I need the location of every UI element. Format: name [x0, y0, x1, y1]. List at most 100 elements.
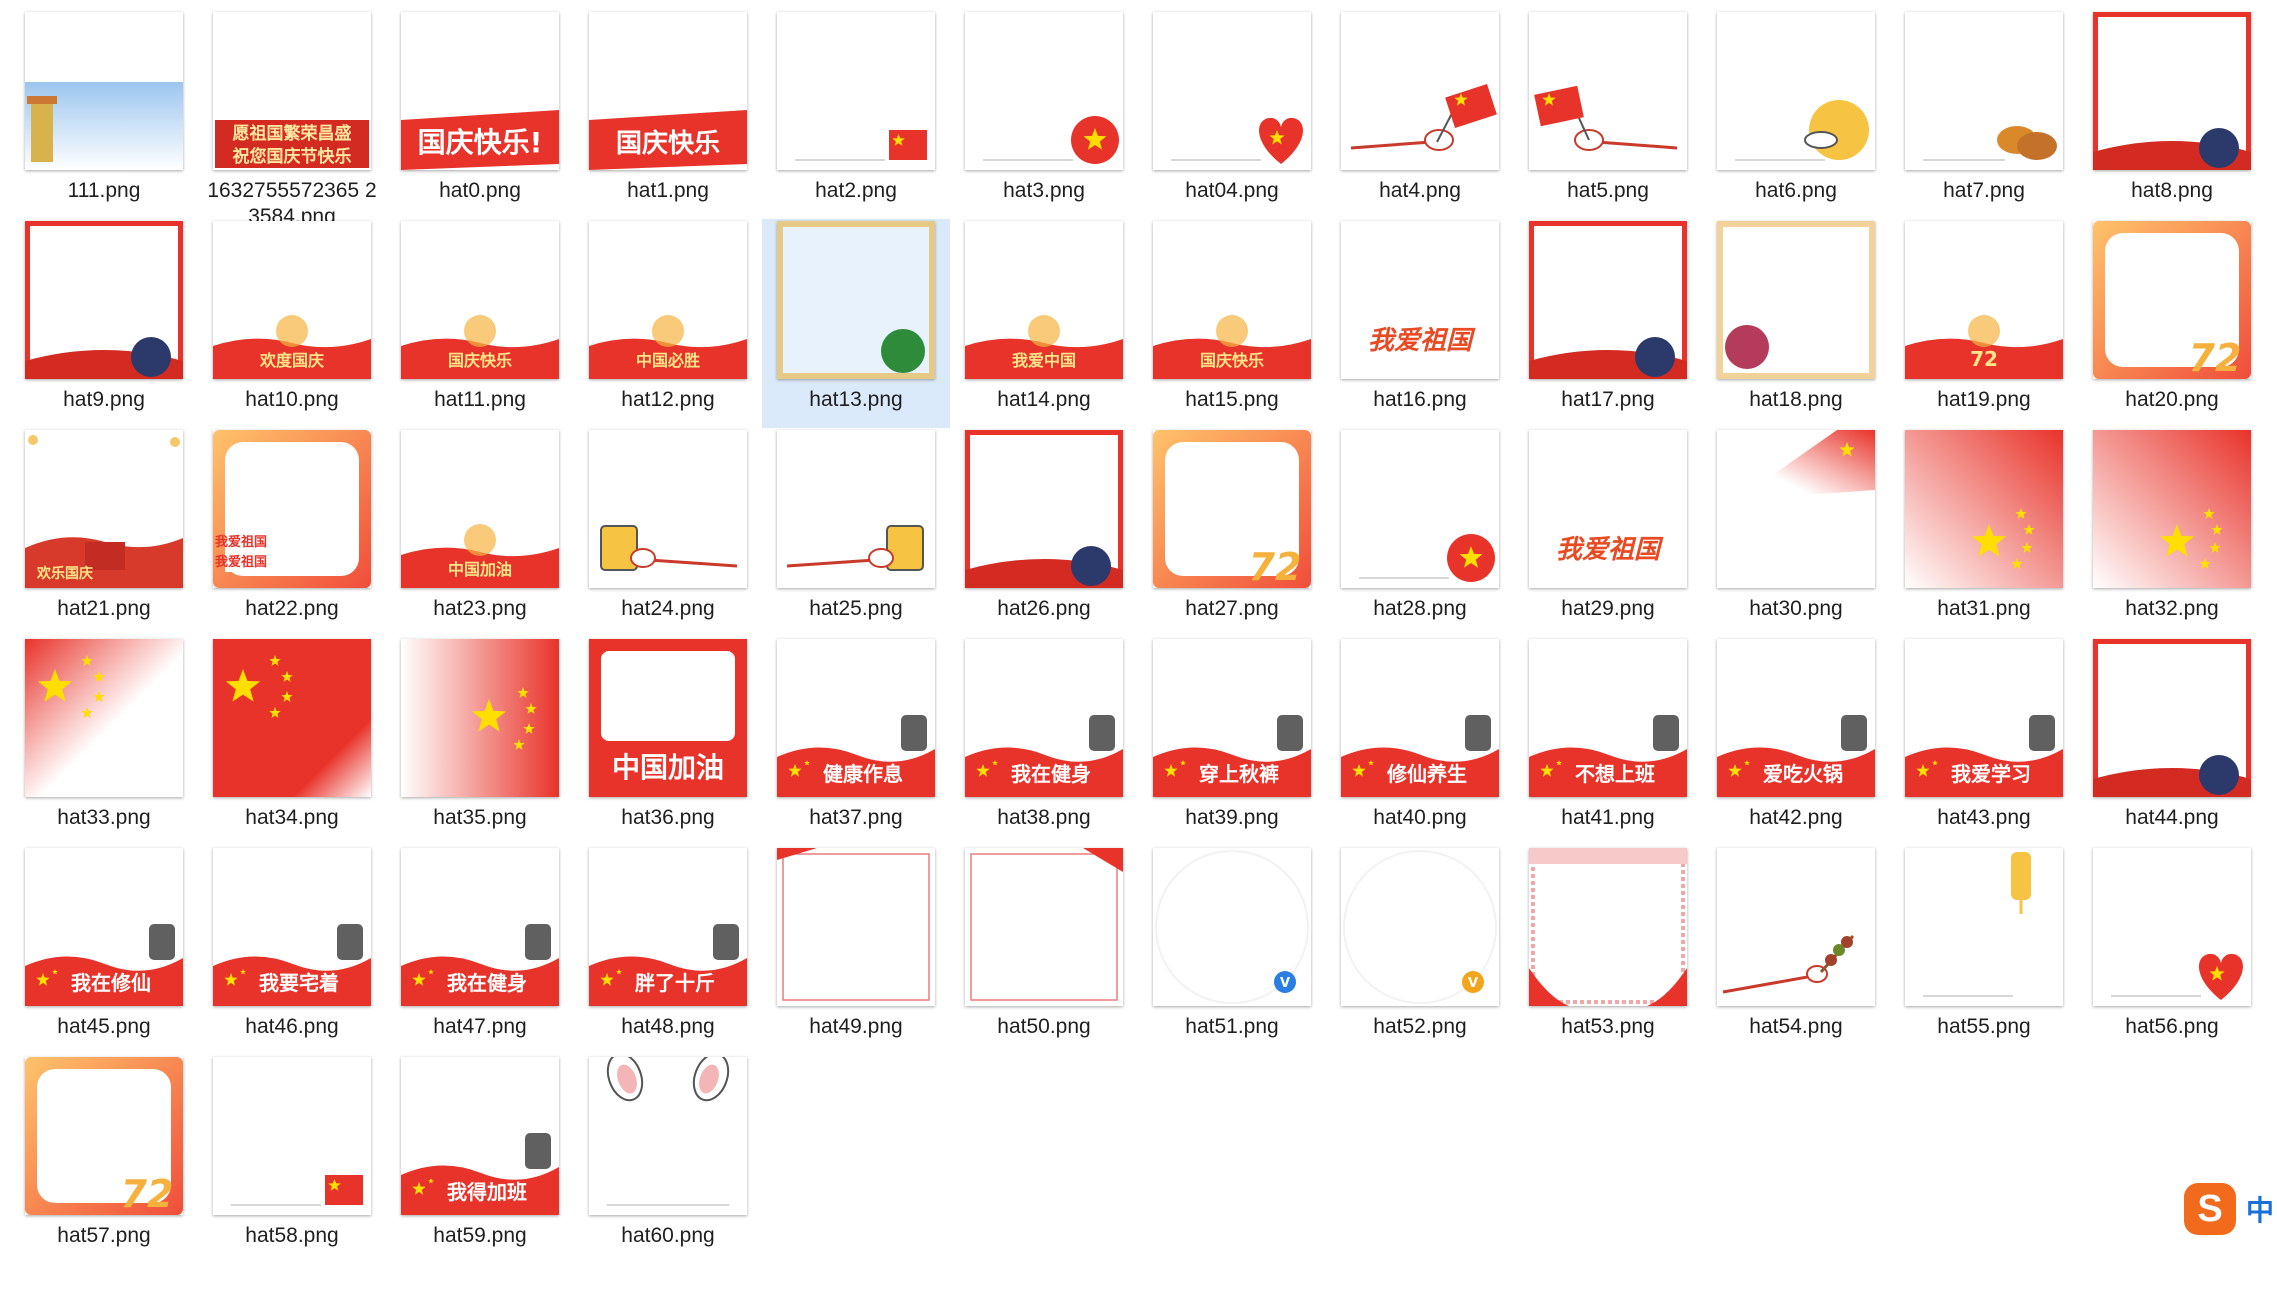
file-item[interactable]: hat50.png	[950, 846, 1138, 1055]
file-thumbnail[interactable]	[25, 221, 183, 379]
file-thumbnail[interactable]	[1529, 221, 1687, 379]
file-thumbnail[interactable]	[1717, 848, 1875, 1006]
file-item[interactable]: hat6.png	[1702, 10, 1890, 219]
file-name[interactable]: hat52.png	[1373, 1015, 1467, 1038]
file-name[interactable]: hat43.png	[1937, 806, 2031, 829]
file-name[interactable]: hat04.png	[1185, 179, 1279, 202]
file-item[interactable]: 中国加油 hat23.png	[386, 428, 574, 637]
file-name[interactable]: hat48.png	[621, 1015, 715, 1038]
file-thumbnail[interactable]: 72	[25, 1057, 183, 1215]
file-item[interactable]: 国庆快乐 hat11.png	[386, 219, 574, 428]
file-name[interactable]: hat42.png	[1749, 806, 1843, 829]
file-item[interactable]: 中国加油 hat36.png	[574, 637, 762, 846]
file-name[interactable]: hat47.png	[433, 1015, 527, 1038]
file-name[interactable]: hat22.png	[245, 597, 339, 620]
file-item[interactable]: hat2.png	[762, 10, 950, 219]
file-thumbnail[interactable]: 我要宅着	[213, 848, 371, 1006]
file-item[interactable]: 国庆快乐 hat15.png	[1138, 219, 1326, 428]
ime-indicator[interactable]: S 中	[2184, 1183, 2274, 1235]
file-thumbnail[interactable]: 国庆快乐	[589, 12, 747, 170]
file-item[interactable]: 胖了十斤 hat48.png	[574, 846, 762, 1055]
file-item[interactable]: hat7.png	[1890, 10, 2078, 219]
file-thumbnail[interactable]: 我爱学习	[1905, 639, 2063, 797]
file-name[interactable]: hat56.png	[2125, 1015, 2219, 1038]
file-name[interactable]: hat36.png	[621, 806, 715, 829]
file-thumbnail[interactable]: 穿上秋裤	[1153, 639, 1311, 797]
file-thumbnail[interactable]	[777, 12, 935, 170]
file-name[interactable]: hat41.png	[1561, 806, 1655, 829]
file-thumbnail[interactable]: 我爱祖国	[1341, 221, 1499, 379]
file-item[interactable]: 72 hat57.png	[10, 1055, 198, 1264]
file-thumbnail[interactable]	[213, 1057, 371, 1215]
ime-language-indicator[interactable]: 中	[2245, 1194, 2274, 1227]
file-name[interactable]: hat3.png	[1003, 179, 1085, 202]
file-item[interactable]: hat31.png	[1890, 428, 2078, 637]
file-item[interactable]: 爱吃火锅 hat42.png	[1702, 637, 1890, 846]
file-thumbnail[interactable]: 健康作息	[777, 639, 935, 797]
file-thumbnail[interactable]	[2093, 12, 2251, 170]
file-item[interactable]: hat53.png	[1514, 846, 1702, 1055]
file-name[interactable]: hat28.png	[1373, 597, 1467, 620]
file-thumbnail[interactable]	[1529, 12, 1687, 170]
file-thumbnail[interactable]: 我在健身	[401, 848, 559, 1006]
file-item[interactable]: hat55.png	[1890, 846, 2078, 1055]
file-name[interactable]: hat13.png	[809, 388, 903, 411]
file-thumbnail[interactable]: 我在健身	[965, 639, 1123, 797]
file-thumbnail[interactable]	[25, 639, 183, 797]
file-item[interactable]: 我爱中国 hat14.png	[950, 219, 1138, 428]
file-name[interactable]: hat21.png	[57, 597, 151, 620]
file-thumbnail[interactable]: 愿祖国繁荣昌盛 祝您国庆节快乐	[213, 12, 371, 170]
file-name[interactable]: hat53.png	[1561, 1015, 1655, 1038]
file-name[interactable]: hat44.png	[2125, 806, 2219, 829]
file-name[interactable]: hat55.png	[1937, 1015, 2031, 1038]
file-name[interactable]: hat2.png	[815, 179, 897, 202]
file-thumbnail[interactable]	[1153, 12, 1311, 170]
file-thumbnail[interactable]: 72	[1905, 221, 2063, 379]
file-thumbnail[interactable]	[1717, 430, 1875, 588]
file-name[interactable]: hat57.png	[57, 1224, 151, 1247]
file-item[interactable]: 我在健身 hat47.png	[386, 846, 574, 1055]
file-item[interactable]: 愿祖国繁荣昌盛 祝您国庆节快乐 1632755572365 23584.png	[198, 10, 386, 228]
file-thumbnail[interactable]: 72	[2093, 221, 2251, 379]
file-item[interactable]: 健康作息 hat37.png	[762, 637, 950, 846]
file-name[interactable]: hat20.png	[2125, 388, 2219, 411]
file-item[interactable]: hat5.png	[1514, 10, 1702, 219]
file-name[interactable]: hat58.png	[245, 1224, 339, 1247]
file-item[interactable]: 穿上秋裤 hat39.png	[1138, 637, 1326, 846]
file-thumbnail[interactable]	[1717, 221, 1875, 379]
file-thumbnail[interactable]: 中国必胜	[589, 221, 747, 379]
file-thumbnail[interactable]: 中国加油	[589, 639, 747, 797]
file-item[interactable]: hat3.png	[950, 10, 1138, 219]
file-name[interactable]: hat6.png	[1755, 179, 1837, 202]
file-thumbnail[interactable]	[1905, 430, 2063, 588]
file-thumbnail[interactable]	[1341, 12, 1499, 170]
file-thumbnail[interactable]: 72	[1153, 430, 1311, 588]
file-name[interactable]: hat45.png	[57, 1015, 151, 1038]
file-thumbnail[interactable]: V	[1153, 848, 1311, 1006]
file-name[interactable]: hat23.png	[433, 597, 527, 620]
file-item[interactable]: hat17.png	[1514, 219, 1702, 428]
file-name[interactable]: hat30.png	[1749, 597, 1843, 620]
file-name[interactable]: hat7.png	[1943, 179, 2025, 202]
file-item[interactable]: hat25.png	[762, 428, 950, 637]
file-item[interactable]: hat30.png	[1702, 428, 1890, 637]
file-thumbnail[interactable]: 国庆快乐!	[401, 12, 559, 170]
file-thumbnail[interactable]: 我爱祖国 我爱祖国	[213, 430, 371, 588]
file-name[interactable]: hat0.png	[439, 179, 521, 202]
file-item[interactable]: 我爱祖国 我爱祖国 hat22.png	[198, 428, 386, 637]
file-name[interactable]: hat35.png	[433, 806, 527, 829]
file-name[interactable]: hat34.png	[245, 806, 339, 829]
file-item[interactable]: 中国必胜 hat12.png	[574, 219, 762, 428]
file-name[interactable]: hat18.png	[1749, 388, 1843, 411]
file-thumbnail[interactable]: 欢乐国庆	[25, 430, 183, 588]
file-item[interactable]: 修仙养生 hat40.png	[1326, 637, 1514, 846]
file-item[interactable]: hat28.png	[1326, 428, 1514, 637]
file-item[interactable]: hat9.png	[10, 219, 198, 428]
file-item[interactable]: 我爱祖国 hat29.png	[1514, 428, 1702, 637]
file-item[interactable]: 72 hat19.png	[1890, 219, 2078, 428]
file-thumbnail[interactable]: 我爱祖国	[1529, 430, 1687, 588]
sogou-ime-icon[interactable]: S	[2184, 1183, 2236, 1235]
file-name[interactable]: hat17.png	[1561, 388, 1655, 411]
file-item[interactable]: hat18.png	[1702, 219, 1890, 428]
file-item[interactable]: hat49.png	[762, 846, 950, 1055]
